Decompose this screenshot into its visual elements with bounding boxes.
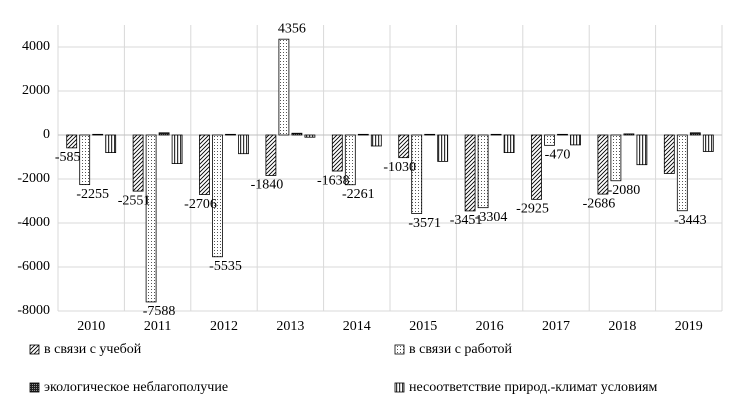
bar (490, 133, 502, 136)
legend-swatch (394, 382, 405, 393)
data-label: 4356 (278, 21, 306, 36)
bar (66, 134, 78, 149)
data-label: -3304 (475, 210, 508, 225)
bar (212, 134, 223, 258)
x-tick-label: 2010 (77, 319, 105, 334)
bar (79, 134, 91, 186)
bar (531, 134, 542, 200)
legend-label: в связи с учебой (44, 342, 142, 357)
bar (171, 134, 183, 165)
data-label: -2551 (118, 193, 151, 208)
bar (503, 134, 515, 154)
bar (304, 134, 316, 138)
bar (344, 134, 356, 186)
data-label: -5535 (209, 259, 242, 274)
bar (291, 132, 303, 136)
bar (105, 134, 117, 154)
x-tick-label: 2015 (409, 319, 437, 334)
bar (331, 134, 343, 172)
data-label: -2925 (516, 202, 549, 217)
legend-label: в связи с работой (409, 342, 513, 357)
bar (570, 134, 581, 146)
bar (464, 134, 476, 212)
x-tick-label: 2018 (608, 319, 636, 334)
data-label: -1030 (383, 160, 416, 175)
x-tick-label: 2016 (476, 319, 504, 334)
legend-label: экологическое неблагополучие (44, 380, 228, 395)
bar (145, 134, 157, 303)
data-label: -585 (55, 150, 81, 165)
bar (663, 134, 675, 174)
bar (636, 134, 648, 166)
data-label: -2261 (342, 187, 375, 202)
bar (265, 134, 277, 176)
data-label: -3571 (408, 216, 441, 231)
bar (544, 134, 555, 146)
bar (199, 134, 210, 195)
x-tick-label: 2019 (675, 319, 703, 334)
bar (597, 134, 609, 195)
data-label: -1638 (317, 173, 350, 188)
bar (238, 134, 249, 155)
bar (398, 134, 410, 159)
data-label: -470 (545, 148, 571, 163)
bar (676, 134, 688, 212)
data-label: -3451 (450, 213, 483, 228)
bar (225, 133, 236, 136)
bar (411, 134, 423, 214)
legend-swatch (29, 344, 40, 355)
x-tick-label: 2017 (542, 319, 570, 334)
bar (557, 133, 568, 136)
bar (92, 133, 104, 136)
x-tick-label: 2011 (144, 319, 171, 334)
bar (357, 133, 369, 136)
data-label: -2686 (583, 196, 616, 211)
legend-swatch (29, 382, 40, 393)
y-tick-label: -8000 (17, 303, 50, 318)
legend-swatch (394, 344, 405, 355)
legend-label: несоответствие природ.-климат условиям (409, 380, 658, 395)
y-tick-label: 0 (43, 127, 50, 142)
bar (477, 134, 489, 209)
y-tick-label: -2000 (17, 171, 50, 186)
y-tick-label: 2000 (22, 83, 50, 98)
data-label: -3443 (674, 213, 707, 228)
bar (424, 133, 436, 136)
data-label: -2706 (184, 197, 217, 212)
bar (158, 132, 170, 136)
bar (702, 134, 714, 152)
y-tick-label: 4000 (22, 39, 50, 54)
bar (437, 134, 449, 162)
data-label: -1840 (251, 178, 284, 193)
x-tick-label: 2013 (276, 319, 304, 334)
bar (132, 134, 144, 192)
bar (278, 38, 290, 136)
bar (370, 134, 382, 147)
x-tick-label: 2014 (343, 319, 371, 334)
x-tick-label: 2012 (210, 319, 238, 334)
bar (623, 133, 635, 136)
data-label: -2080 (608, 183, 641, 198)
y-tick-label: -6000 (17, 259, 50, 274)
data-label: -7588 (143, 304, 176, 319)
bar (689, 132, 701, 136)
y-tick-label: -4000 (17, 215, 50, 230)
bar (610, 134, 622, 182)
data-label: -2255 (76, 187, 109, 202)
